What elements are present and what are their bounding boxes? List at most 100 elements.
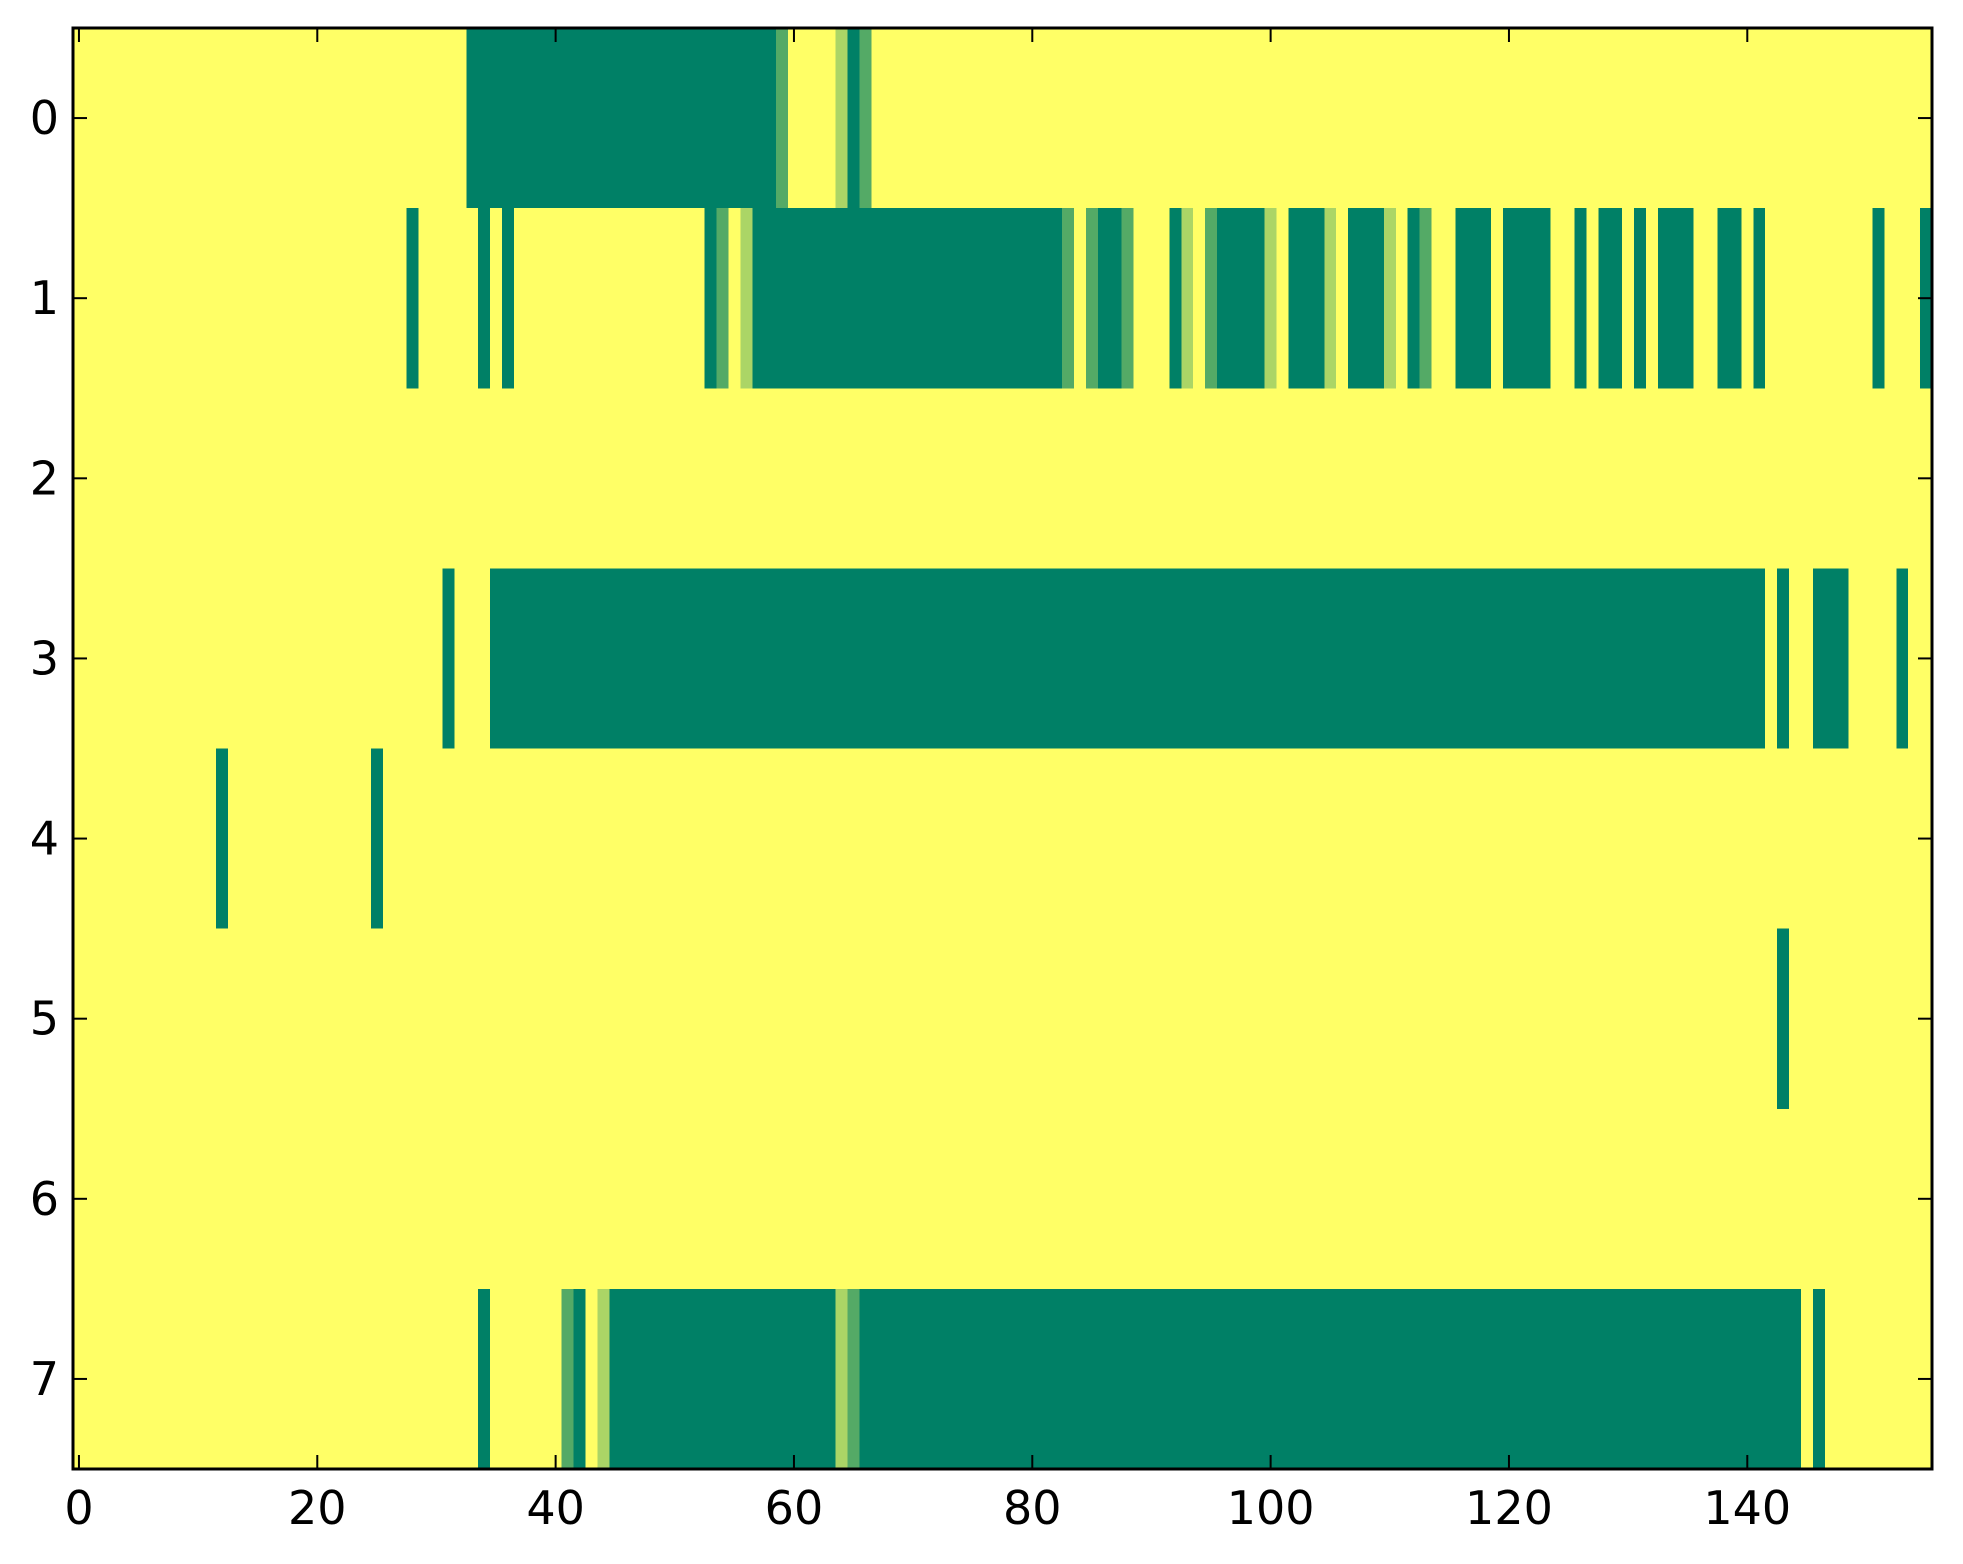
cell: [168, 748, 181, 930]
cell: [1038, 28, 1051, 209]
cell: [394, 28, 408, 209]
cell: [1669, 928, 1683, 1110]
cell: [1181, 1288, 1194, 1470]
cell: [513, 1108, 527, 1290]
cell: [1085, 568, 1099, 750]
cell: [907, 1288, 920, 1470]
cell: [1145, 1288, 1159, 1470]
cell: [716, 568, 730, 750]
cell: [1109, 208, 1123, 389]
cell: [1526, 748, 1540, 930]
cell: [776, 208, 789, 389]
cell: [1467, 28, 1480, 209]
cell: [1514, 388, 1528, 569]
cell: [1371, 1288, 1385, 1470]
cell: [788, 388, 801, 569]
cell: [966, 1108, 980, 1290]
cell: [323, 568, 336, 750]
cell: [311, 748, 324, 930]
cell: [156, 208, 169, 389]
cell: [847, 208, 861, 389]
cell: [1717, 748, 1731, 930]
cell: [1026, 568, 1039, 750]
cell: [287, 1108, 301, 1290]
cell: [1657, 928, 1671, 1110]
cell: [323, 388, 336, 569]
cell: [227, 208, 241, 389]
cell: [156, 748, 169, 930]
cell: [1514, 928, 1528, 1110]
cell: [418, 1108, 432, 1290]
cell: [1217, 568, 1230, 750]
cell: [168, 28, 181, 209]
cell: [144, 928, 158, 1110]
cell: [811, 388, 825, 569]
cell: [466, 928, 479, 1110]
cell: [692, 748, 706, 930]
cell: [692, 1288, 706, 1470]
cell: [847, 388, 861, 569]
cell: [1252, 748, 1266, 930]
cell: [454, 568, 467, 750]
cell: [1288, 28, 1302, 209]
cell: [740, 28, 753, 209]
cell: [799, 748, 813, 930]
cell: [442, 748, 455, 930]
cell: [1884, 568, 1897, 750]
cell: [1634, 28, 1647, 209]
cell: [1622, 28, 1635, 209]
cell: [144, 568, 158, 750]
cell: [954, 388, 968, 569]
cell: [1491, 928, 1504, 1110]
cell: [108, 208, 122, 389]
cell: [1097, 1288, 1111, 1470]
cell: [1562, 568, 1576, 750]
cell: [502, 28, 515, 209]
cell: [1693, 748, 1707, 930]
cell: [1503, 568, 1516, 750]
cell: [585, 208, 598, 389]
cell: [1574, 28, 1588, 209]
cell: [132, 1108, 146, 1290]
cell: [192, 1288, 205, 1470]
cell: [1300, 1108, 1313, 1290]
cell: [430, 388, 444, 569]
cell: [120, 568, 134, 750]
cell: [1348, 748, 1361, 930]
cell: [1860, 388, 1874, 569]
cell: [835, 748, 849, 930]
cell: [180, 388, 193, 569]
cell: [1383, 568, 1397, 750]
cell: [1514, 1288, 1528, 1470]
cell: [1324, 208, 1337, 389]
cell: [466, 208, 479, 389]
cell: [1288, 208, 1302, 389]
cell: [788, 748, 801, 930]
cell: [394, 1108, 408, 1290]
cell: [692, 208, 706, 389]
cell: [799, 1288, 813, 1470]
cell: [108, 1108, 122, 1290]
cell: [1562, 748, 1576, 930]
cell: [275, 1288, 289, 1470]
cell: [323, 1288, 336, 1470]
cell: [1789, 928, 1802, 1110]
cell: [1002, 1108, 1016, 1290]
cell: [656, 388, 670, 569]
cell: [1836, 568, 1850, 750]
cell: [656, 208, 670, 389]
cell: [954, 928, 968, 1110]
cell: [1383, 748, 1397, 930]
cell: [382, 1288, 396, 1470]
cell: [1586, 388, 1599, 569]
cell: [919, 388, 932, 569]
cell: [1550, 1288, 1564, 1470]
cell: [1264, 748, 1278, 930]
cell: [1908, 208, 1921, 389]
cell: [1026, 928, 1039, 1110]
cell: [1896, 28, 1909, 209]
cell: [811, 1108, 825, 1290]
cell: [1646, 928, 1659, 1110]
cell: [263, 748, 277, 930]
cell: [466, 568, 479, 750]
